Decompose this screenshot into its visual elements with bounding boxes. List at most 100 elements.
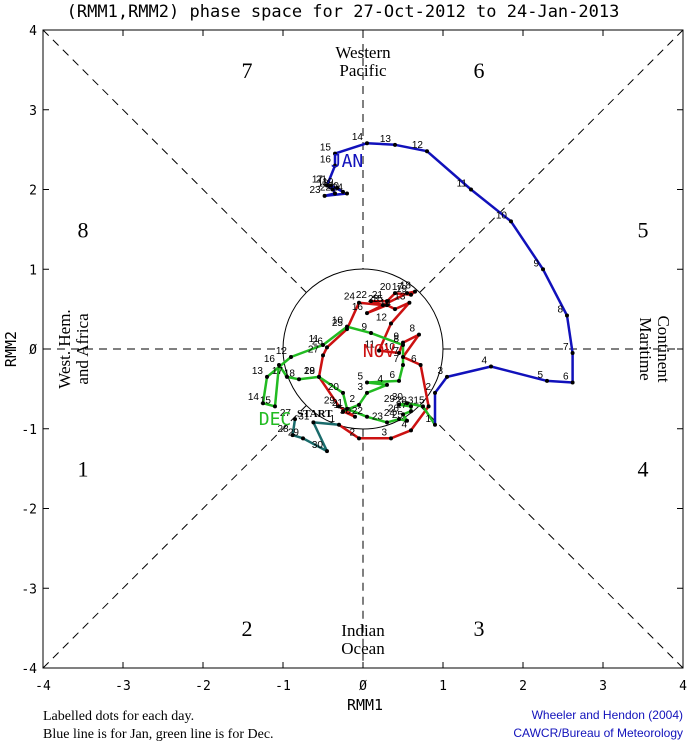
data-point <box>330 187 335 192</box>
data-point-label: 16 <box>264 354 276 365</box>
unit-circle <box>282 268 444 430</box>
note-left-2: Blue line is for Jan, green line is for … <box>43 727 274 742</box>
data-point-label: 8 <box>393 334 399 345</box>
data-point <box>393 291 397 296</box>
data-point-label: 11 <box>365 340 376 351</box>
data-point-label: 21 <box>372 290 384 301</box>
data-point <box>433 422 437 427</box>
phase-divider-diagonal <box>42 405 307 669</box>
data-point <box>325 345 329 350</box>
data-point <box>570 350 575 355</box>
data-point-label: 9 <box>393 332 399 343</box>
data-point-label: 4 <box>401 419 407 430</box>
data-point <box>409 292 413 297</box>
data-point <box>333 191 337 196</box>
data-point <box>545 378 549 383</box>
data-point <box>385 299 389 304</box>
data-point <box>333 163 337 168</box>
data-point <box>365 311 369 316</box>
data-point-label: 9 <box>533 258 539 269</box>
data-point-label: 26 <box>312 336 324 347</box>
data-point <box>469 187 473 192</box>
data-point-label: 18 <box>284 368 296 379</box>
data-point-label: 18 <box>317 179 329 190</box>
data-point <box>401 354 405 359</box>
data-point-label: 25 <box>392 410 404 421</box>
data-point <box>389 321 393 326</box>
data-point-label: 28 <box>277 424 289 435</box>
phase-number-8: 8 <box>78 217 89 242</box>
data-point-label: 22 <box>352 406 364 417</box>
data-point <box>365 380 369 385</box>
data-point-label: 8 <box>409 324 415 335</box>
note-left-1: Labelled dots for each day. <box>43 709 194 724</box>
data-point <box>445 374 449 379</box>
data-point <box>285 374 289 379</box>
data-point-label: 15 <box>320 143 332 154</box>
data-point-label: 27 <box>280 408 292 419</box>
data-point-label: 1 <box>329 414 335 425</box>
data-point <box>433 390 437 395</box>
data-point-label: 24 <box>384 408 396 419</box>
series-label-jan: JAN <box>331 151 364 172</box>
x-tick-label: -4 <box>35 679 51 694</box>
data-point <box>345 191 349 196</box>
start-label: START <box>297 408 333 420</box>
data-point <box>397 417 401 422</box>
y-tick-label: 1 <box>29 263 37 278</box>
data-point <box>393 142 397 147</box>
data-point <box>421 404 425 409</box>
data-point <box>321 343 325 348</box>
data-point-label: 12 <box>276 346 288 357</box>
data-point-label: 6 <box>563 371 569 382</box>
region-label-top: Western <box>335 43 391 62</box>
data-point-label: 17 <box>312 175 324 186</box>
data-point <box>345 324 349 329</box>
data-point <box>369 299 373 304</box>
phase-number-2: 2 <box>242 616 253 641</box>
data-point <box>405 418 409 423</box>
x-axis-label: RMM1 <box>347 696 383 714</box>
data-point-label: 27 <box>308 344 320 355</box>
data-point-label: 30 <box>340 406 352 417</box>
data-point-label: 19 <box>396 284 408 295</box>
data-point-label: 29 <box>288 427 300 438</box>
data-point <box>290 433 295 438</box>
series-line-oct <box>291 419 340 453</box>
data-point-label: 10 <box>384 342 396 353</box>
data-point-label: 30 <box>312 440 324 451</box>
data-point-label: 23 <box>309 185 321 196</box>
data-point-label: 3 <box>437 366 443 377</box>
data-point-label: 22 <box>356 290 368 301</box>
data-point-label: 21 <box>332 398 344 409</box>
region-label-bottom: Indian <box>341 621 385 640</box>
data-point-label: 25 <box>332 318 344 329</box>
data-point <box>389 436 393 441</box>
region-label-left: West. Hem. <box>55 309 74 388</box>
data-point-label: 14 <box>352 132 364 143</box>
chart-title: (RMM1,RMM2) phase space for 27-Oct-2012 … <box>67 2 620 22</box>
data-point-label: 24 <box>344 292 356 303</box>
data-point-label: 7 <box>563 342 569 353</box>
data-point <box>377 348 381 353</box>
data-point <box>273 404 277 409</box>
data-point <box>341 390 345 395</box>
data-point-label: 15 <box>372 294 384 305</box>
phase-number-1: 1 <box>78 457 89 482</box>
data-point-label: 31 <box>298 411 310 422</box>
data-point <box>418 362 423 367</box>
data-point-label: 6 <box>411 354 417 365</box>
series-line-jan <box>323 141 574 425</box>
data-point <box>385 420 389 425</box>
phase-number-7: 7 <box>242 58 253 83</box>
data-point-label: 14 <box>380 298 392 309</box>
data-point <box>417 332 421 337</box>
data-point <box>261 401 265 406</box>
data-point <box>297 377 301 382</box>
data-point <box>405 291 409 296</box>
data-point-label: 2 <box>349 394 355 405</box>
data-point-label: 29 <box>324 395 336 406</box>
data-point-label: 12 <box>376 312 388 323</box>
data-point-label: 10 <box>332 316 344 327</box>
